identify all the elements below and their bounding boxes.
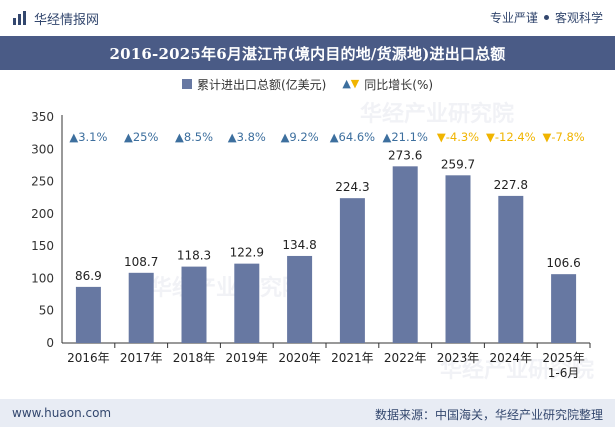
footer-website: www.huaon.com [12, 406, 112, 420]
data-label: 227.8 [494, 178, 528, 192]
data-label: 134.8 [282, 238, 316, 252]
growth-label: ▲3.8% [228, 130, 266, 144]
bar [445, 175, 471, 343]
watermark-text: 华经产业研究院 [150, 276, 305, 301]
x-tick-label: 2017年 [120, 351, 163, 365]
data-label: 224.3 [335, 180, 369, 194]
x-tick-label: 2022年 [384, 351, 427, 365]
data-label: 259.7 [441, 157, 475, 171]
growth-label: ▼-4.3% [437, 130, 479, 144]
bar [181, 266, 207, 343]
growth-label: ▲9.2% [281, 130, 319, 144]
legend-line-label: 同比增长(%) [364, 77, 434, 92]
brand-name: 华经情报网 [34, 12, 100, 28]
bar [392, 166, 418, 343]
data-label: 108.7 [124, 255, 158, 269]
bar [287, 255, 313, 343]
bar [75, 286, 101, 343]
x-tick-label: 2016年 [67, 351, 110, 365]
x-tick-label: 2021年 [331, 351, 374, 365]
growth-label: ▼-7.8% [542, 130, 584, 144]
x-tick-label: 2019年 [226, 351, 269, 365]
chart-title: 2016-2025年6月湛江市(境内目的地/货源地)进出口总额 [109, 44, 506, 63]
brand-logo-icon [13, 11, 26, 25]
legend-bar-swatch [181, 79, 192, 89]
bar [339, 198, 365, 343]
y-tick-label: 100 [31, 271, 54, 285]
watermark-text: 华经产业研究院 [360, 102, 515, 127]
x-tick-label: 2020年 [278, 351, 321, 365]
y-tick-label: 50 [39, 304, 54, 318]
data-label: 122.9 [230, 246, 264, 260]
x-tick-label: 2024年 [490, 351, 533, 365]
growth-label: ▼-12.4% [486, 130, 536, 144]
tag-right: 客观科学 [554, 11, 603, 25]
tag-left: 专业严谨 [489, 11, 538, 25]
growth-label: ▲25% [124, 130, 158, 144]
brand: 华经情报网 [12, 9, 100, 28]
footer: www.huaon.com 数据来源：中国海关，华经产业研究院整理 [0, 399, 615, 427]
bar [498, 195, 524, 343]
top-bar: 华经情报网 专业严谨 客观科学 [0, 0, 615, 36]
legend-item-line: ▲▼ 同比增长(%) [342, 76, 433, 93]
legend: 累计进出口总额(亿美元) ▲▼ 同比增长(%) [0, 74, 615, 94]
y-tick-label: 350 [31, 110, 54, 124]
watermark-text: 华经产业研究院 [440, 358, 595, 383]
growth-label: ▲3.1% [69, 130, 107, 144]
legend-triangle-icon: ▲▼ [342, 77, 360, 90]
footer-source: 数据来源：中国海关，华经产业研究院整理 [374, 408, 603, 422]
data-label: 118.3 [177, 249, 211, 263]
y-tick-label: 200 [31, 207, 54, 221]
header-tags: 专业严谨 客观科学 [490, 9, 603, 26]
data-label: 86.9 [75, 269, 102, 283]
x-tick-label: 2023年 [437, 351, 480, 365]
data-label: 273.6 [388, 148, 422, 162]
growth-label: ▲8.5% [175, 130, 213, 144]
growth-label: ▲21.1% [383, 130, 428, 144]
bar [128, 272, 154, 343]
legend-item-bar: 累计进出口总额(亿美元) [181, 76, 327, 93]
legend-bar-label: 累计进出口总额(亿美元) [196, 77, 327, 92]
y-tick-label: 150 [31, 239, 54, 253]
dot-separator-icon [543, 15, 549, 20]
bar [551, 274, 577, 343]
data-label: 106.6 [546, 256, 580, 270]
growth-label: ▲64.6% [330, 130, 375, 144]
x-tick-label: 1-6月 [548, 366, 580, 380]
y-tick-label: 300 [31, 142, 54, 156]
bar [234, 263, 260, 343]
y-tick-label: 250 [31, 175, 54, 189]
x-tick-label: 2025年 [542, 351, 585, 365]
x-tick-label: 2018年 [173, 351, 216, 365]
y-tick-label: 0 [46, 336, 54, 350]
title-bar: 2016-2025年6月湛江市(境内目的地/货源地)进出口总额 [0, 36, 615, 70]
